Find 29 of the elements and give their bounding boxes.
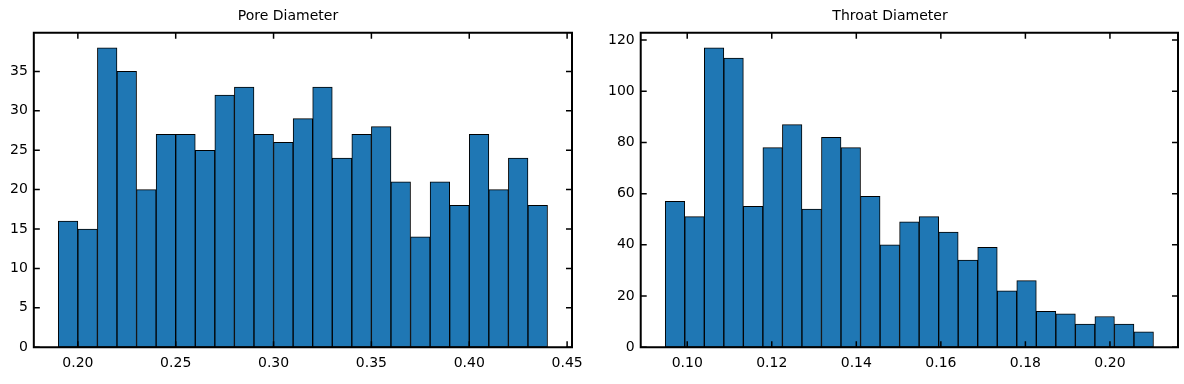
y-tick-label: 0 bbox=[625, 337, 635, 354]
chart-title: Throat Diameter bbox=[831, 7, 948, 24]
y-tick-label: 30 bbox=[9, 101, 28, 118]
y-tick-label: 15 bbox=[9, 219, 28, 236]
x-tick-label: 0.45 bbox=[551, 354, 583, 371]
y-tick-label: 40 bbox=[616, 235, 635, 252]
x-tick-label: 0.20 bbox=[62, 354, 94, 371]
x-tick-label: 0.10 bbox=[671, 354, 703, 371]
y-tick-label: 10 bbox=[9, 259, 28, 276]
x-tick-label: 0.16 bbox=[925, 354, 957, 371]
y-tick-label: 100 bbox=[607, 81, 635, 98]
y-tick-label: 35 bbox=[9, 62, 28, 79]
x-tick-label: 0.20 bbox=[1094, 354, 1126, 371]
x-tick-label: 0.12 bbox=[756, 354, 788, 371]
x-tick-label: 0.25 bbox=[160, 354, 192, 371]
x-tick-label: 0.14 bbox=[840, 354, 872, 371]
x-tick-label: 0.35 bbox=[355, 354, 387, 371]
x-tick-label: 0.40 bbox=[453, 354, 485, 371]
y-tick-label: 0 bbox=[18, 337, 28, 354]
y-tick-label: 20 bbox=[9, 180, 28, 197]
y-tick-label: 20 bbox=[616, 286, 635, 303]
x-tick-label: 0.30 bbox=[257, 354, 290, 371]
chart-title: Pore Diameter bbox=[237, 7, 339, 24]
y-tick-label: 5 bbox=[18, 298, 28, 315]
y-tick-label: 60 bbox=[616, 184, 635, 201]
y-tick-label: 25 bbox=[9, 140, 28, 157]
y-tick-label: 120 bbox=[607, 30, 635, 47]
y-tick-label: 80 bbox=[616, 133, 635, 150]
x-tick-label: 0.18 bbox=[1009, 354, 1041, 371]
